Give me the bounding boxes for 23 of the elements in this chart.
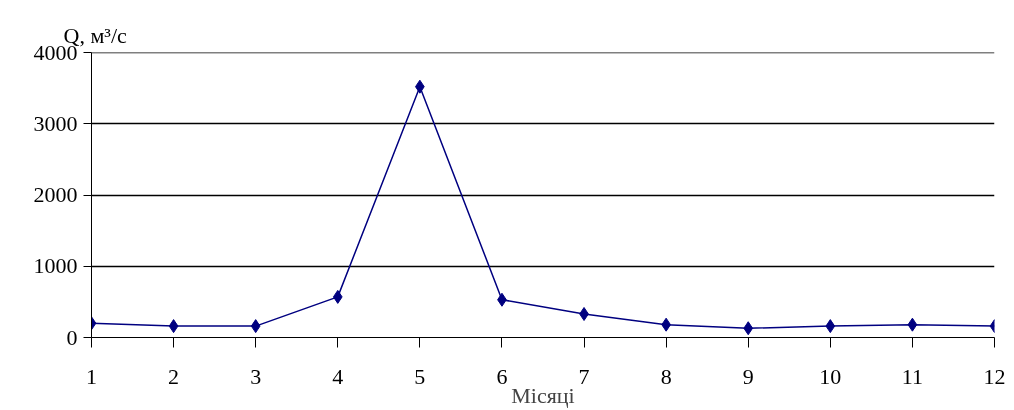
x-tick-label: 1 — [86, 363, 97, 389]
x-tick-label: 5 — [414, 363, 426, 389]
y-tick-label: 2000 — [33, 182, 78, 207]
x-tick-label: 9 — [742, 363, 754, 389]
point — [825, 319, 836, 334]
x-tick-label: 11 — [901, 363, 923, 389]
point — [743, 321, 754, 336]
y-tick-label: 3000 — [33, 110, 78, 136]
x-tick-label: 6 — [496, 363, 508, 389]
x-tick-label: 8 — [660, 363, 672, 389]
x-tick-label: 4 — [332, 363, 344, 389]
x-tick-label: 3 — [250, 363, 262, 389]
x-tick-label: 7 — [578, 363, 590, 389]
point — [907, 317, 918, 332]
x-axis-title: Місяці — [511, 382, 575, 408]
y-tick-label: 1000 — [33, 253, 78, 279]
point — [332, 289, 343, 304]
point — [168, 319, 179, 334]
x-tick-label: 2 — [168, 363, 180, 389]
x-tick-label: 12 — [983, 363, 1006, 389]
point — [250, 319, 261, 334]
x-tick-label: 10 — [819, 363, 842, 389]
y-tick-label: 0 — [66, 324, 78, 350]
